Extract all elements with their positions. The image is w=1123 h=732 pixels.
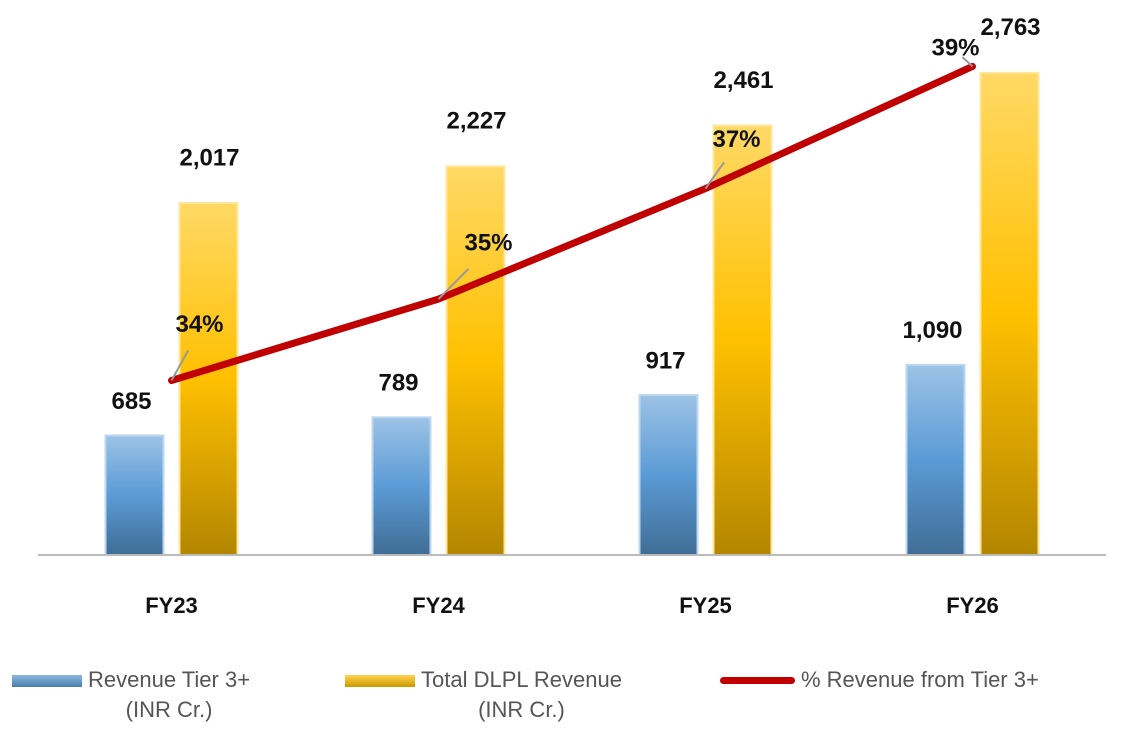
bar <box>638 393 699 556</box>
bar <box>104 434 165 556</box>
x-tick-label: FY24 <box>412 593 465 618</box>
legend-label: Revenue Tier 3+ (INR Cr.) <box>88 667 251 722</box>
leader-line <box>170 349 190 381</box>
value-label: 685 <box>111 388 151 415</box>
bar <box>979 71 1040 556</box>
x-tick-label: FY25 <box>679 593 732 618</box>
value-label: 1,090 <box>902 317 962 344</box>
leader-line <box>437 268 470 300</box>
legend-swatch <box>12 675 82 687</box>
legend: Revenue Tier 3+ (INR Cr.) Total DLPL Reve… <box>0 665 1123 725</box>
value-label: 2,017 <box>179 144 239 171</box>
chart: 685 789 917 1,090 2,017 2,227 2,461 2,763 FY23 FY… <box>38 14 1106 618</box>
legend-item: Revenue Tier 3+ (INR Cr.) <box>12 665 250 725</box>
legend-swatch <box>720 677 795 684</box>
leader-line <box>961 56 974 68</box>
line-label: 39% <box>931 35 979 62</box>
bar <box>905 363 966 557</box>
line-label: 37% <box>712 126 760 153</box>
bar <box>712 124 773 556</box>
value-label: 2,763 <box>980 14 1040 41</box>
value-label: 2,461 <box>713 67 773 94</box>
leader-line <box>704 161 725 190</box>
value-label: 789 <box>378 370 418 397</box>
line <box>168 62 976 384</box>
x-tick-label: FY23 <box>145 593 198 618</box>
legend-item: Total DLPL Revenue (INR Cr.) <box>345 665 622 725</box>
legend-item: % Revenue from Tier 3+ <box>720 665 1039 695</box>
value-label: 2,227 <box>446 108 506 135</box>
value-label: 917 <box>645 347 685 374</box>
bar <box>178 202 239 556</box>
legend-label: % Revenue from Tier 3+ <box>801 667 1039 692</box>
bar <box>371 416 432 556</box>
legend-label: Total DLPL Revenue (INR Cr.) <box>421 667 622 722</box>
line-label: 34% <box>175 311 223 338</box>
bar <box>445 165 506 557</box>
legend-swatch <box>345 675 415 687</box>
line-label: 35% <box>464 229 512 256</box>
x-tick-label: FY26 <box>946 593 999 618</box>
